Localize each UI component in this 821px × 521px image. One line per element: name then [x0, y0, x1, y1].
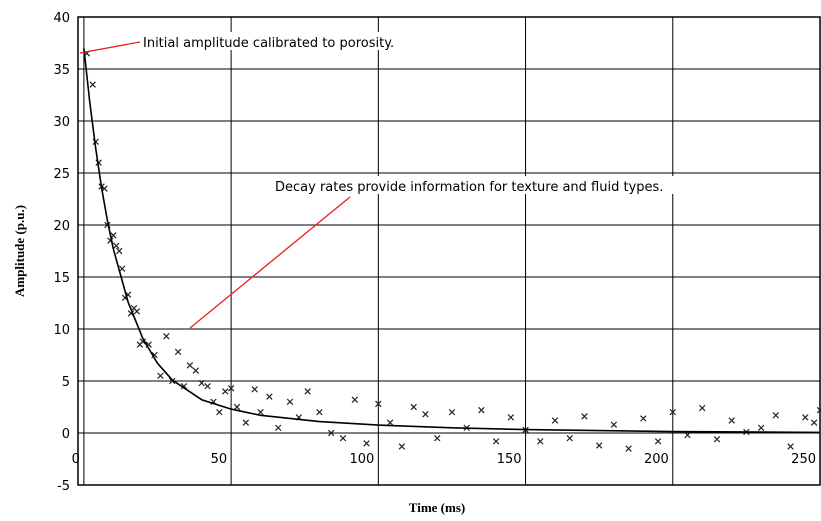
y-tick-label: 40 [53, 11, 70, 26]
data-point [669, 408, 677, 416]
data-point [89, 81, 96, 88]
data-point [168, 377, 176, 385]
data-point [410, 403, 417, 411]
y-tick-label: 30 [53, 115, 70, 130]
data-point [115, 247, 123, 255]
data-point [713, 436, 721, 443]
data-point [595, 442, 603, 449]
data-point [257, 408, 264, 416]
data-point [118, 265, 126, 272]
x-tick-label: 100 [350, 452, 375, 467]
data-point [242, 419, 250, 426]
fit-curve [83, 48, 821, 434]
data-point [351, 396, 359, 403]
y-tick-label: 0 [62, 427, 70, 442]
data-point [221, 388, 229, 395]
data-point [233, 403, 241, 411]
data-point [810, 419, 818, 426]
data-point [478, 406, 485, 414]
data-point [216, 408, 223, 416]
data-point [186, 362, 194, 369]
data-point [192, 367, 200, 374]
y-tick-label: 20 [53, 219, 70, 234]
data-point [816, 406, 821, 414]
data-point [581, 413, 588, 420]
data-point [157, 372, 164, 380]
annotation-line [189, 196, 351, 329]
data-point [772, 412, 780, 419]
data-point [422, 411, 429, 418]
data-point [684, 431, 691, 439]
plot-frame [77, 16, 821, 486]
data-point [698, 404, 706, 412]
annotation-bg [140, 32, 465, 50]
data-point [375, 400, 382, 408]
data-point [363, 440, 370, 447]
data-point [198, 379, 205, 387]
data-point [180, 382, 188, 390]
annotation-bg [272, 176, 767, 194]
data-point [433, 434, 441, 442]
annotation-line [79, 41, 141, 54]
x-tick-label: 50 [211, 452, 228, 467]
data-point [566, 434, 573, 442]
data-point [139, 338, 147, 345]
data-point [339, 434, 347, 442]
data-point [304, 388, 311, 395]
data-point [113, 242, 120, 250]
y-tick-label: -5 [57, 479, 70, 494]
data-point [787, 443, 794, 450]
data-point [654, 438, 662, 445]
data-point [386, 419, 394, 426]
data-point [204, 382, 211, 390]
y-tick-label: 10 [53, 323, 70, 338]
data-point [174, 348, 182, 356]
data-point [133, 308, 141, 315]
data-point [266, 393, 273, 400]
data-point [327, 429, 335, 437]
data-point [728, 417, 735, 424]
x-tick-label: 150 [497, 452, 522, 467]
data-point [802, 414, 809, 421]
data-point [251, 386, 258, 393]
y-tick-label: 5 [62, 375, 70, 390]
data-point [492, 438, 500, 445]
data-point [227, 385, 235, 392]
data-point [163, 333, 170, 340]
y-tick-label: 35 [53, 63, 70, 78]
annotation: Decay rates provide information for text… [275, 180, 663, 195]
x-axis-title: Time (ms) [409, 500, 465, 515]
x-tick-label: 0 [72, 452, 80, 467]
data-point [507, 414, 515, 421]
data-point [537, 438, 544, 445]
x-tick-label: 250 [791, 452, 816, 467]
data-point [151, 351, 158, 359]
y-axis-title: Amplitude (p.u.) [12, 205, 27, 297]
data-point [448, 408, 456, 416]
data-point [625, 445, 632, 452]
y-tick-label: 15 [53, 271, 70, 286]
y-tick-label: 25 [53, 167, 70, 182]
annotation: Initial amplitude calibrated to porosity… [143, 36, 394, 51]
data-point [286, 398, 294, 406]
x-tick-label: 200 [644, 452, 669, 467]
data-point [316, 408, 323, 416]
data-point [757, 424, 765, 432]
data-point [551, 417, 559, 424]
data-point [398, 443, 406, 450]
data-point [274, 424, 282, 432]
data-point [610, 421, 618, 428]
data-point [640, 415, 647, 422]
